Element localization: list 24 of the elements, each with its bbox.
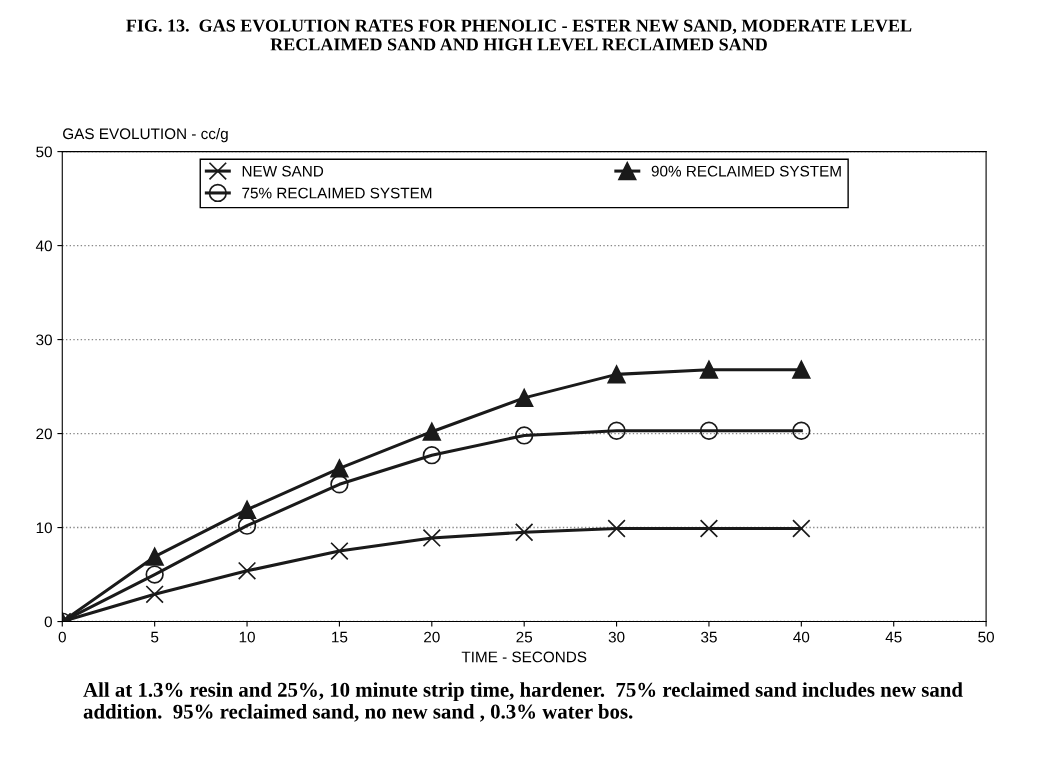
x-tick-label: 30 — [608, 631, 625, 643]
legend-label: 75% RECLAIMED SYSTEM — [242, 187, 432, 199]
x-tick-label: 50 — [978, 631, 994, 643]
x-tick-label: 10 — [239, 631, 255, 643]
x-tick-label: 5 — [151, 631, 159, 643]
x-tick-label: 40 — [793, 631, 810, 643]
legend-label: NEW SAND — [242, 165, 324, 177]
y-tick-label: 40 — [35, 240, 52, 252]
y-tick-label: 20 — [36, 428, 52, 440]
x-tick-label: 20 — [424, 631, 440, 643]
x-tick-label: 0 — [58, 631, 66, 643]
x-tick-label: 45 — [885, 631, 902, 643]
y-tick-label: 0 — [44, 616, 52, 628]
y-tick-label: 50 — [36, 146, 52, 158]
y-tick-label: 10 — [36, 522, 52, 534]
y-axis-title: GAS EVOLUTION - cc/g — [63, 127, 228, 143]
x-tick-label: 15 — [332, 631, 348, 643]
x-tick-label: 25 — [516, 631, 533, 643]
x-axis-title: TIME - SECONDS — [461, 651, 587, 663]
legend-label: 90% RECLAIMED SYSTEM — [651, 165, 841, 177]
y-tick-label: 30 — [36, 334, 52, 346]
chart-title: FIG. 13. GAS EVOLUTION RATES FOR PHENOLIC - ESTER NEW SAND, MODERATE LEVEL RECLAIMED SAND AND HIGH LEVEL RECLAIMED SAND — [126, 19, 912, 51]
text: All at 1.3% resin and 25%, 10 minute strip time, hardener. 75% reclaimed sand includes new sand addition. 95% reclaimed sand, no new sand , 0.3% water bos. — [83, 682, 963, 722]
x-tick-label: 35 — [701, 631, 717, 643]
